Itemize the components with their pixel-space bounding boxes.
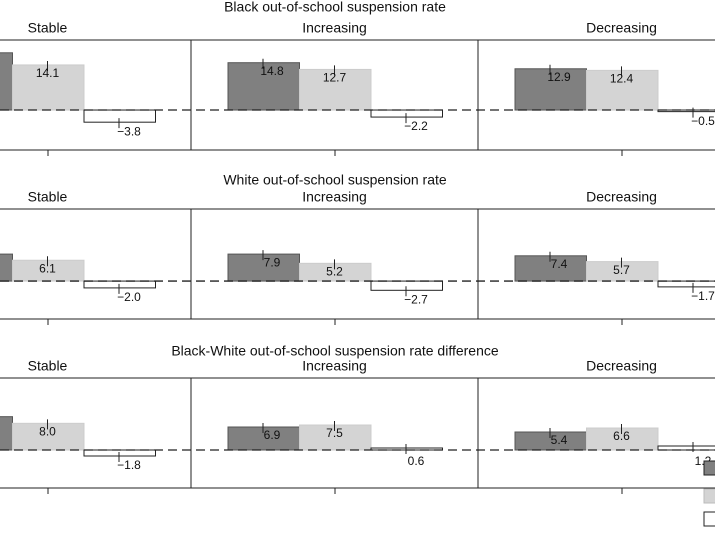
value-label: 5.2 xyxy=(326,264,343,278)
bar xyxy=(370,280,443,291)
value-label: 5.7 xyxy=(613,263,630,277)
value-label: −1.8 xyxy=(117,458,141,472)
value-label: −1.7 xyxy=(691,289,715,303)
bar xyxy=(12,422,85,451)
value-label: 12.9 xyxy=(547,70,571,84)
value-label: 6.9 xyxy=(264,428,281,442)
bar xyxy=(83,280,156,289)
value-label: −2.2 xyxy=(404,119,428,133)
bar xyxy=(0,416,13,451)
value-label: 7.9 xyxy=(264,255,281,269)
panel-title: Decreasing xyxy=(586,189,657,205)
legend xyxy=(703,460,715,527)
panel-title: Decreasing xyxy=(586,20,657,36)
value-label: 7.4 xyxy=(551,257,568,271)
value-label: 12.7 xyxy=(323,71,347,85)
panel-title: Increasing xyxy=(302,189,367,205)
bar xyxy=(514,68,587,111)
value-label: 12.4 xyxy=(610,72,634,86)
panel-title: Increasing xyxy=(302,20,367,36)
bar xyxy=(370,109,443,118)
value-label: 7.5 xyxy=(326,426,343,440)
bar xyxy=(299,424,372,451)
bar xyxy=(83,449,156,457)
panel-title: Stable xyxy=(28,358,68,374)
value-label: −2.0 xyxy=(117,290,141,304)
chart-title: Black-White out-of-school suspension rat… xyxy=(171,343,499,359)
bar xyxy=(0,253,13,282)
value-label: 6.6 xyxy=(613,429,630,443)
bar xyxy=(0,52,13,111)
bar xyxy=(227,62,300,111)
legend-swatch xyxy=(703,488,715,504)
value-label: −2.7 xyxy=(404,292,428,306)
value-label: 8.0 xyxy=(39,425,56,439)
value-label: 0.6 xyxy=(408,454,425,468)
chart-title: Black out-of-school suspension rate xyxy=(224,0,446,15)
panel-title: Stable xyxy=(28,20,68,36)
bar xyxy=(12,64,85,111)
bar xyxy=(299,262,372,282)
value-label: −3.8 xyxy=(117,124,141,138)
chart-title: White out-of-school suspension rate xyxy=(223,172,447,188)
legend-swatch xyxy=(703,511,715,527)
panel-title: Decreasing xyxy=(586,358,657,374)
legend-swatch xyxy=(703,460,715,476)
bar xyxy=(586,69,659,111)
bar xyxy=(299,68,372,111)
value-label: 14.8 xyxy=(260,64,284,78)
value-label: 6.1 xyxy=(39,261,56,275)
panel-title: Increasing xyxy=(302,358,367,374)
panel-title: Stable xyxy=(28,189,68,205)
value-label: 14.1 xyxy=(36,66,60,80)
value-label: −0.5 xyxy=(691,114,715,128)
bar xyxy=(657,280,715,288)
bar xyxy=(83,109,156,123)
value-label: 5.4 xyxy=(551,433,568,447)
